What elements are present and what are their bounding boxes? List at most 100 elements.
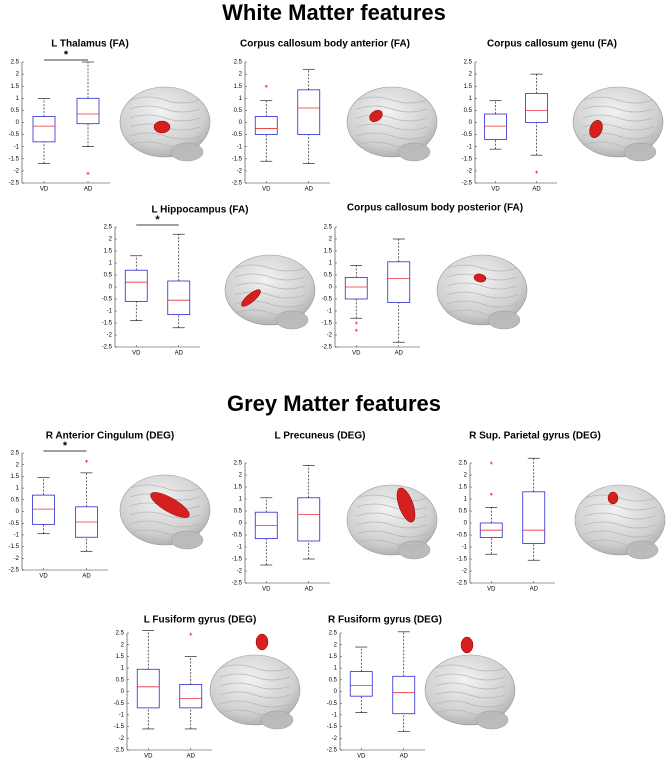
y-tick-label: 0	[109, 285, 113, 291]
brain-fold	[356, 114, 428, 122]
box	[297, 89, 321, 136]
y-tick-label: 0	[334, 689, 338, 695]
outlier	[489, 461, 493, 465]
box	[167, 280, 191, 315]
brain-fold	[129, 511, 201, 519]
brain-fold	[356, 530, 428, 538]
x-tick-label: VD	[352, 351, 361, 357]
box	[136, 668, 160, 709]
y-tick-label: 1.5	[459, 485, 468, 491]
y-tick-label: 0	[239, 521, 243, 527]
chart-title: L Fusiform gyrus (DEG)	[144, 615, 257, 626]
y-tick-label: -0.5	[102, 297, 113, 303]
y-tick-label: 0.5	[104, 273, 113, 279]
brain-fold	[356, 503, 428, 511]
y-tick-label: 2	[121, 642, 125, 648]
y-tick-label: 2	[16, 462, 20, 468]
y-tick-label: -1	[119, 712, 125, 718]
y-tick-label: 1.5	[324, 249, 333, 255]
brain	[572, 86, 664, 158]
y-tick-label: -2	[14, 168, 20, 174]
brain-fold	[446, 264, 518, 272]
brain-fold	[446, 300, 518, 308]
x-tick-label: AD	[395, 351, 404, 357]
y-tick-label: -1.5	[457, 557, 468, 563]
y-tick-label: 1	[16, 96, 20, 102]
y-tick-label: 0.5	[234, 108, 243, 114]
y-tick-label: 0	[469, 120, 473, 126]
y-tick-label: 1.5	[11, 474, 20, 480]
box	[387, 261, 411, 303]
y-tick-label: -2	[107, 333, 113, 339]
brain-fold	[356, 539, 428, 547]
y-tick-label: -1.5	[102, 321, 113, 327]
y-tick-label: -1.5	[232, 557, 243, 563]
brain	[424, 654, 516, 726]
box-plot: L Thalamus (FA) 2.5 2 1.5 1 0.5 0 -0.5 -1 -1.5 -2 -…	[9, 39, 211, 193]
y-tick-label: 1.5	[104, 249, 113, 255]
x-tick-label: AD	[305, 187, 314, 193]
brain-fold	[234, 264, 306, 272]
brain-fold	[234, 309, 306, 317]
brain-fold	[582, 141, 654, 149]
y-tick-label: -2.5	[457, 581, 468, 587]
chart-title: R Fusiform gyrus (DEG)	[328, 615, 442, 626]
brain-cerebellum	[397, 142, 431, 162]
brain-fold	[434, 673, 506, 681]
y-tick-label: -1.5	[462, 156, 473, 162]
y-tick-label: 1	[464, 497, 468, 503]
brain	[224, 254, 316, 326]
y-tick-label: -2.5	[462, 181, 473, 187]
brain-fold	[234, 291, 306, 299]
y-tick-label: -1.5	[114, 724, 125, 730]
y-tick-label: -2.5	[232, 581, 243, 587]
brain-fold	[129, 520, 201, 528]
y-tick-label: 2.5	[11, 451, 20, 457]
x-tick-label: VD	[262, 187, 271, 193]
y-tick-label: 2.5	[234, 461, 243, 467]
region	[150, 492, 190, 518]
brain	[436, 254, 528, 326]
y-tick-label: 2.5	[234, 60, 243, 66]
region	[153, 120, 171, 134]
box	[522, 491, 546, 544]
y-tick-label: 2	[239, 72, 243, 78]
brain	[346, 86, 438, 158]
brain-fold	[219, 664, 291, 672]
outlier	[535, 170, 538, 174]
y-tick-label: -1.5	[9, 544, 20, 550]
y-tick-label: -2.5	[9, 568, 20, 574]
brain-cerebellum	[625, 540, 659, 560]
x-tick-label: VD	[357, 754, 366, 760]
brain-fold	[219, 700, 291, 708]
brain-cerebellum	[170, 530, 204, 550]
box	[525, 93, 548, 123]
y-tick-label: 2.5	[324, 225, 333, 231]
brain-fold	[584, 521, 656, 529]
brain-fold	[434, 709, 506, 717]
brain-fold	[219, 673, 291, 681]
y-tick-label: 0.5	[11, 108, 20, 114]
brain-fold	[356, 96, 428, 104]
x-tick-label: AD	[530, 587, 539, 593]
box-plot: L Precuneus (DEG) 2.5 2 1.5 1 0.5 0 -0.5 -1 -1.5 -…	[232, 431, 438, 593]
y-tick-label: 2.5	[11, 60, 20, 66]
chart-title: Corpus callosum body anterior (FA)	[240, 39, 410, 50]
box	[349, 671, 373, 697]
box-plot: Corpus callosum genu (FA) 2.5 2 1.5 1 0.5 0 -0.…	[462, 39, 664, 193]
brain-fold	[582, 105, 654, 113]
y-tick-label: -2.5	[114, 748, 125, 754]
y-tick-label: -1	[14, 532, 20, 538]
y-tick-label: 0.5	[324, 273, 333, 279]
y-tick-label: -1	[107, 309, 113, 315]
brain-fold	[129, 484, 201, 492]
outlier	[489, 492, 493, 496]
y-tick-label: -1.5	[232, 156, 243, 162]
section-title: White Matter features	[222, 0, 446, 25]
box	[76, 97, 100, 125]
y-tick-label: -1	[237, 545, 243, 551]
region	[241, 289, 261, 307]
brain-fold	[219, 691, 291, 699]
y-tick-label: -2	[14, 556, 20, 562]
brain-fold	[446, 309, 518, 317]
